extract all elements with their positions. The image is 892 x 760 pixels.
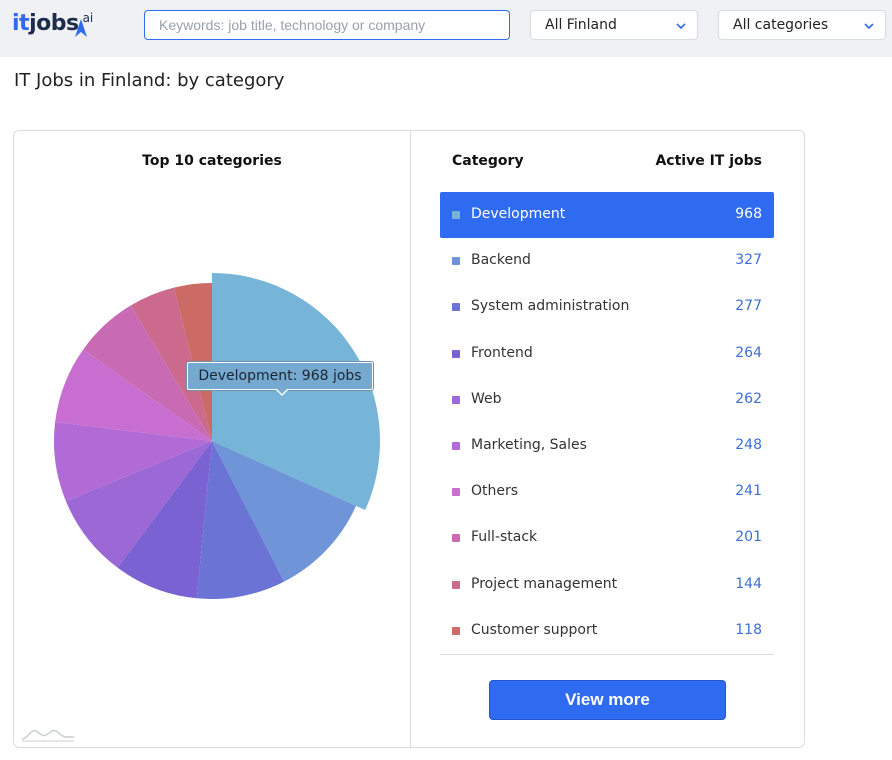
table-row[interactable]: Others 241 xyxy=(440,469,774,515)
table-row[interactable]: Backend 327 xyxy=(440,238,774,284)
table-row[interactable]: Web 262 xyxy=(440,377,774,423)
chart-tooltip: Development: 968 jobs xyxy=(187,362,373,390)
category-name: Development xyxy=(471,206,566,222)
pie-slice-system-administration[interactable] xyxy=(196,441,285,599)
table-row[interactable]: Frontend 264 xyxy=(440,331,774,377)
legend-swatch xyxy=(452,303,460,312)
category-select-value: All categories xyxy=(733,17,829,33)
legend-swatch xyxy=(452,395,460,404)
category-name: System administration xyxy=(471,298,630,315)
logo-arrow-icon xyxy=(75,19,87,37)
chart-title: Top 10 categories xyxy=(142,153,282,169)
table-row[interactable]: Development 968 xyxy=(440,192,774,239)
table-bottom-border xyxy=(440,654,774,655)
legend-swatch xyxy=(452,580,460,589)
logo-ai-text: ai xyxy=(82,11,94,25)
pie-chart xyxy=(54,273,381,599)
table-row[interactable]: Full-stack 201 xyxy=(440,515,774,561)
chart-watermark-icon xyxy=(21,729,74,742)
pie-slice-full-stack[interactable] xyxy=(83,305,212,441)
job-count: 118 xyxy=(735,621,762,638)
category-name: Web xyxy=(471,390,502,407)
table-row[interactable]: System administration 277 xyxy=(440,284,774,330)
card-divider xyxy=(410,131,411,747)
job-count: 327 xyxy=(735,252,762,269)
legend-swatch xyxy=(452,257,460,266)
tooltip-arrow-fill xyxy=(277,389,287,394)
location-select[interactable]: All Finland xyxy=(530,10,698,40)
location-select-value: All Finland xyxy=(545,17,617,33)
chevron-down-icon xyxy=(864,23,874,30)
job-count: 264 xyxy=(735,344,762,361)
column-header-category: Category xyxy=(452,153,524,169)
table-row[interactable]: Project management 144 xyxy=(440,562,774,608)
pie-slice-others[interactable] xyxy=(55,349,213,441)
category-name: Full-stack xyxy=(471,529,538,546)
category-name: Customer support xyxy=(471,621,598,638)
legend-swatch xyxy=(452,349,460,358)
itjobs-logo[interactable]: it jobs ai xyxy=(12,11,93,41)
category-name: Project management xyxy=(471,575,618,592)
column-header-jobs: Active IT jobs xyxy=(655,153,762,169)
legend-swatch xyxy=(452,441,460,450)
table-row[interactable]: Marketing, Sales 248 xyxy=(440,423,774,469)
category-name: Frontend xyxy=(471,344,533,361)
legend-swatch xyxy=(452,626,460,635)
legend-swatch xyxy=(452,534,460,543)
job-count: 241 xyxy=(735,483,762,500)
category-name: Others xyxy=(471,483,519,500)
job-count: 201 xyxy=(735,529,762,546)
pie-slice-web[interactable] xyxy=(65,441,212,568)
pie-slice-development[interactable] xyxy=(212,273,381,511)
chevron-down-icon xyxy=(676,23,686,30)
logo-jobs-text: jobs xyxy=(29,11,79,36)
job-count: 277 xyxy=(735,298,762,315)
view-more-button[interactable]: View more xyxy=(489,680,726,720)
logo-it-text: it xyxy=(12,11,30,36)
top-bar: it jobs ai All Finland All categories xyxy=(0,0,892,57)
job-count: 248 xyxy=(735,436,762,453)
pie-slice-marketing-sales[interactable] xyxy=(54,422,213,502)
page-title: IT Jobs in Finland: by category xyxy=(14,70,285,91)
job-count: 262 xyxy=(735,390,762,407)
pie-slice-frontend[interactable] xyxy=(117,441,212,599)
category-name: Marketing, Sales xyxy=(471,436,587,453)
category-select[interactable]: All categories xyxy=(718,10,886,40)
pie-slice-project-management[interactable] xyxy=(130,287,212,441)
search-input[interactable] xyxy=(144,10,510,40)
legend-swatch xyxy=(452,488,460,497)
legend-swatch xyxy=(452,211,460,219)
category-card: Top 10 categories Development: 968 jobs … xyxy=(13,130,805,748)
category-list: Development 968 Backend 327 System administr… xyxy=(440,192,774,654)
table-row[interactable]: Customer support 118 xyxy=(440,608,774,654)
job-count: 144 xyxy=(735,575,762,592)
pie-slice-backend[interactable] xyxy=(212,441,357,582)
category-name: Backend xyxy=(471,252,531,269)
job-count: 968 xyxy=(735,206,762,222)
